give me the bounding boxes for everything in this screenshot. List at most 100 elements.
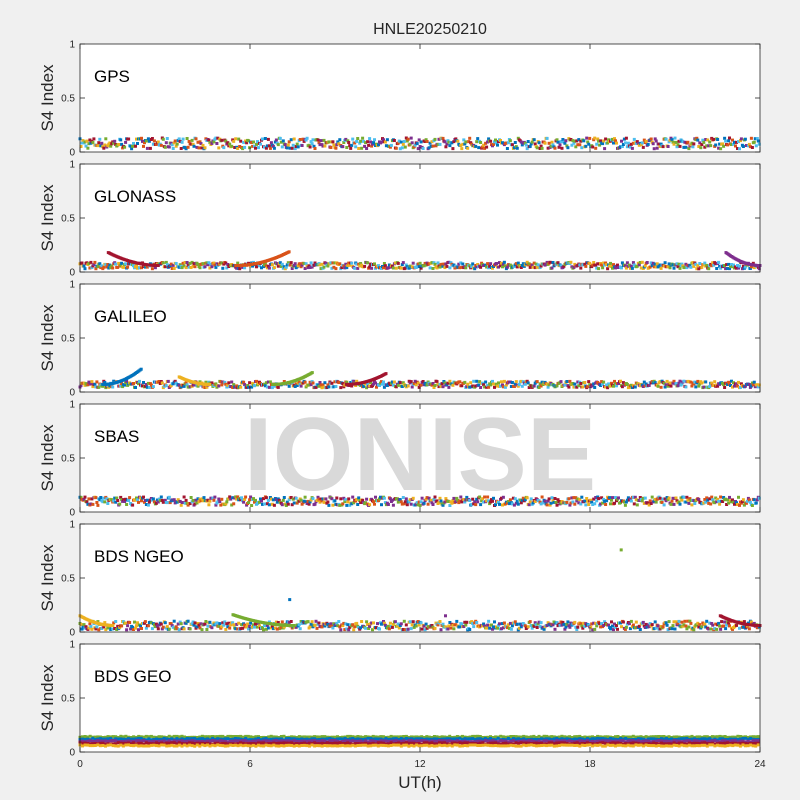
data-point bbox=[221, 737, 225, 741]
data-point bbox=[420, 742, 424, 746]
data-point bbox=[621, 143, 625, 146]
data-point bbox=[570, 740, 574, 743]
data-point bbox=[443, 737, 447, 741]
data-point bbox=[415, 501, 419, 505]
data-point bbox=[89, 625, 93, 628]
data-point bbox=[640, 141, 644, 145]
data-point bbox=[195, 741, 199, 745]
data-point bbox=[373, 262, 376, 266]
data-point bbox=[157, 623, 161, 627]
data-point bbox=[668, 266, 672, 270]
data-point bbox=[514, 262, 518, 266]
data-point bbox=[146, 381, 150, 385]
data-point bbox=[467, 140, 471, 144]
data-point bbox=[606, 386, 610, 390]
data-point bbox=[147, 740, 151, 744]
data-point bbox=[630, 266, 634, 270]
data-point bbox=[672, 142, 676, 146]
data-point bbox=[152, 623, 156, 627]
data-point bbox=[364, 626, 368, 630]
data-point bbox=[730, 143, 733, 146]
data-point bbox=[629, 739, 633, 743]
data-point bbox=[318, 381, 322, 384]
data-point bbox=[160, 627, 164, 631]
data-point bbox=[503, 502, 507, 506]
data-point bbox=[501, 741, 505, 745]
data-point bbox=[178, 139, 182, 143]
data-point bbox=[367, 143, 371, 147]
data-point bbox=[171, 625, 175, 629]
data-point bbox=[696, 138, 700, 142]
data-point bbox=[596, 736, 600, 740]
data-point bbox=[631, 623, 635, 627]
data-point bbox=[346, 500, 350, 504]
data-point bbox=[272, 735, 276, 739]
data-point bbox=[469, 381, 473, 385]
data-point bbox=[460, 265, 464, 269]
data-point bbox=[95, 625, 99, 629]
data-point bbox=[98, 741, 102, 745]
data-point bbox=[725, 623, 729, 627]
data-point bbox=[277, 737, 281, 741]
data-point bbox=[384, 144, 388, 148]
data-point bbox=[544, 263, 548, 266]
data-point bbox=[522, 264, 526, 268]
data-point bbox=[200, 741, 204, 745]
data-point bbox=[333, 739, 337, 743]
data-point bbox=[563, 735, 566, 739]
data-point bbox=[476, 734, 480, 738]
data-point bbox=[572, 496, 576, 500]
data-point bbox=[449, 626, 453, 630]
data-point bbox=[417, 138, 421, 142]
data-point bbox=[343, 736, 347, 740]
data-point bbox=[700, 381, 704, 385]
data-point bbox=[172, 739, 176, 743]
data-point bbox=[184, 498, 188, 502]
data-point bbox=[540, 737, 543, 741]
data-point bbox=[582, 139, 586, 143]
data-point bbox=[738, 735, 742, 738]
data-point bbox=[672, 266, 676, 270]
data-point bbox=[147, 742, 151, 746]
data-point bbox=[517, 737, 521, 741]
data-point bbox=[573, 139, 577, 143]
data-point bbox=[235, 384, 239, 388]
data-point bbox=[733, 502, 736, 506]
data-point bbox=[736, 147, 739, 150]
data-point bbox=[386, 624, 390, 628]
data-point bbox=[456, 139, 460, 143]
data-point bbox=[305, 742, 309, 746]
data-point bbox=[308, 145, 312, 149]
data-point bbox=[454, 623, 458, 627]
data-point bbox=[470, 502, 474, 506]
data-point bbox=[81, 735, 84, 739]
data-point bbox=[170, 624, 174, 628]
data-point bbox=[172, 498, 176, 502]
data-point bbox=[346, 739, 350, 743]
data-point bbox=[635, 264, 639, 268]
data-point bbox=[532, 739, 536, 743]
data-point bbox=[348, 734, 352, 738]
data-point bbox=[472, 625, 476, 629]
data-point bbox=[118, 625, 122, 629]
data-point bbox=[755, 498, 759, 502]
data-point bbox=[277, 498, 281, 502]
data-point bbox=[512, 146, 516, 150]
data-point bbox=[506, 742, 510, 746]
data-point bbox=[115, 496, 119, 500]
data-point bbox=[429, 498, 433, 502]
data-point bbox=[195, 740, 199, 744]
data-point bbox=[293, 385, 297, 388]
data-point bbox=[755, 626, 759, 630]
data-point bbox=[103, 621, 107, 625]
data-point bbox=[547, 735, 551, 739]
data-point bbox=[593, 502, 597, 506]
data-point bbox=[698, 382, 702, 386]
data-point bbox=[543, 141, 547, 145]
data-point bbox=[208, 266, 212, 270]
data-point bbox=[366, 261, 370, 265]
data-point bbox=[533, 266, 537, 270]
data-point bbox=[155, 624, 159, 628]
data-point bbox=[295, 737, 299, 741]
